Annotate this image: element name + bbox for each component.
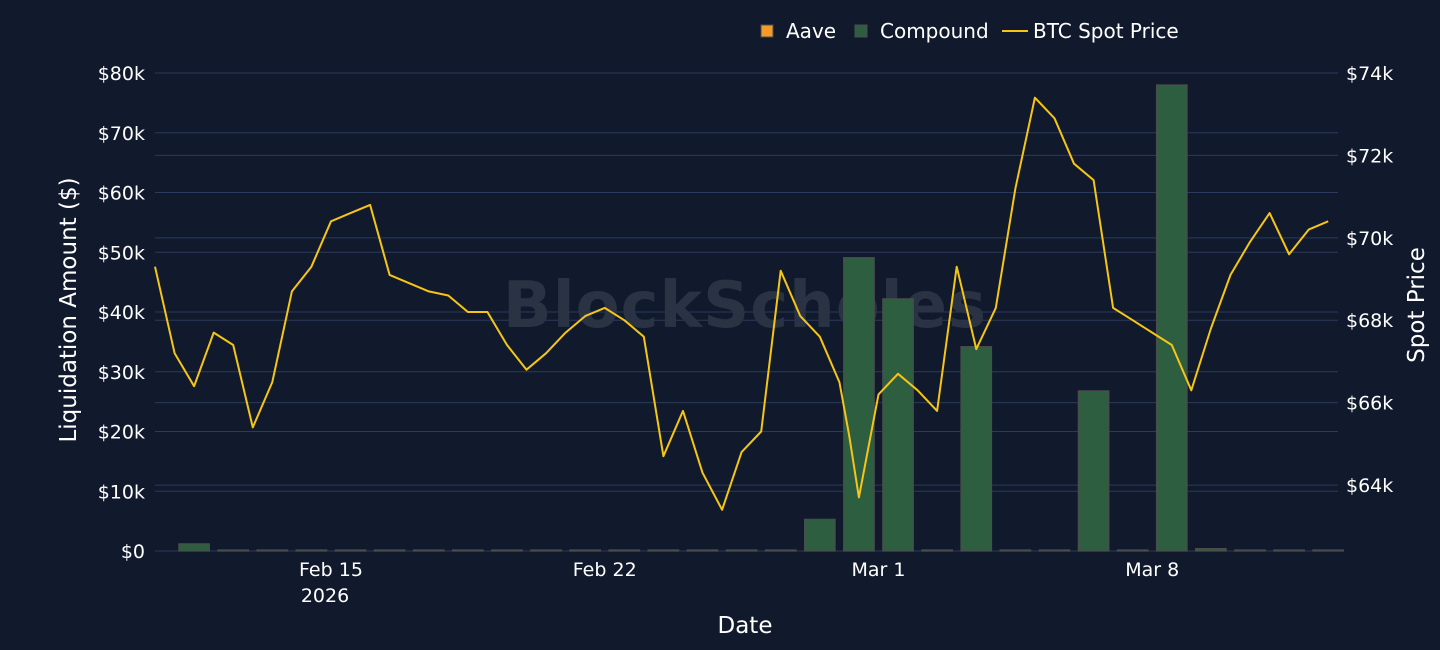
y-tick-label: $20k (98, 422, 145, 444)
compound-bar (1116, 549, 1149, 552)
compound-bar (803, 518, 836, 552)
y2-tick-label: $72k (1346, 145, 1393, 167)
compound-bar (608, 549, 641, 552)
x-tick-label: Feb 22 (573, 559, 637, 581)
x-axis-year-label: 2026 (301, 585, 349, 607)
y2-tick-label: $74k (1346, 63, 1393, 85)
compound-bar (725, 549, 758, 552)
bar-series (178, 84, 1345, 552)
compound-bar (1273, 549, 1305, 552)
watermark: BlockScholes (503, 269, 987, 343)
compound-bar (256, 549, 289, 552)
y-tick-label: $0 (121, 541, 145, 563)
compound-bar (295, 549, 328, 552)
y2-tick-label: $70k (1346, 228, 1393, 250)
compound-bar (882, 298, 914, 552)
y-axis-title: Liquidation Amount ($) (56, 177, 82, 442)
y2-tick-label: $64k (1346, 475, 1393, 497)
x-tick-label: Mar 1 (851, 559, 905, 581)
compound-bar (1155, 84, 1188, 552)
x-tick-label: Feb 15 (299, 559, 363, 581)
compound-bar (647, 549, 680, 552)
aave-legend-swatch (760, 24, 774, 38)
compound-bar (1234, 549, 1266, 552)
compound-bar (686, 549, 719, 552)
x-axis-ticks: Feb 15 Feb 22 Mar 1 Mar 8 (299, 559, 1179, 581)
y-tick-label: $50k (98, 242, 145, 264)
y-tick-label: $60k (98, 183, 145, 205)
y-tick-label: $10k (98, 481, 145, 503)
compound-bar (1195, 548, 1227, 552)
compound-bar (530, 549, 562, 552)
y2-tick-label: $66k (1346, 393, 1393, 415)
legend-label: BTC Spot Price (1033, 19, 1179, 43)
left-axis-ticks: $0 $10k $20k $30k $40k $50k $60k $70k $80k (98, 63, 145, 563)
y-tick-label: $30k (98, 362, 145, 384)
compound-bar (1038, 549, 1071, 552)
compound-bar (569, 549, 602, 552)
compound-bar (373, 549, 406, 552)
y-tick-label: $80k (98, 63, 145, 85)
y2-axis-title: Spot Price (1404, 247, 1430, 363)
compound-bar (491, 549, 523, 552)
legend-label: Compound (880, 19, 989, 43)
compound-bar (960, 346, 993, 552)
compound-bar (764, 549, 797, 552)
legend: Aave Compound BTC Spot Price (760, 19, 1179, 43)
compound-legend-swatch (854, 24, 868, 38)
y-tick-label: $40k (98, 302, 145, 324)
compound-bar (843, 257, 875, 552)
right-axis-ticks: $64k $66k $68k $70k $72k $74k (1346, 63, 1393, 497)
compound-bar (178, 543, 210, 552)
y2-tick-label: $68k (1346, 310, 1393, 332)
x-axis-title: Date (718, 613, 773, 639)
btc-spot-price-line (154, 96, 1329, 511)
x-tick-label: Mar 8 (1125, 559, 1179, 581)
compound-bar (334, 549, 367, 552)
compound-bar (999, 549, 1032, 552)
compound-bar (1077, 390, 1110, 552)
legend-label: Aave (786, 19, 836, 43)
y-tick-label: $70k (98, 123, 145, 145)
compound-bar (217, 549, 250, 552)
compound-bar (1312, 549, 1345, 552)
compound-bar (452, 549, 484, 552)
compound-bar (921, 549, 954, 552)
compound-bar (412, 549, 445, 552)
grid-lines (155, 72, 1338, 552)
